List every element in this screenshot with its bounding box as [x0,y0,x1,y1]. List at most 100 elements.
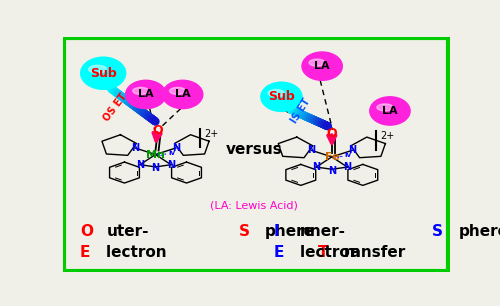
Ellipse shape [268,89,284,97]
Text: 2+: 2+ [380,131,394,141]
Ellipse shape [373,99,406,122]
Ellipse shape [127,81,164,107]
Text: iv: iv [345,152,352,158]
Ellipse shape [167,84,196,104]
Ellipse shape [170,88,186,95]
Text: Sub: Sub [90,67,117,80]
Ellipse shape [261,82,302,111]
Text: N: N [152,163,160,174]
Ellipse shape [91,65,112,80]
Ellipse shape [374,100,404,121]
Ellipse shape [84,60,120,86]
Ellipse shape [129,83,162,105]
Text: phere: phere [265,224,315,239]
Ellipse shape [378,103,400,118]
Ellipse shape [165,82,200,106]
Ellipse shape [80,57,126,89]
Text: S: S [238,224,250,239]
Ellipse shape [306,54,338,77]
Text: E: E [80,245,90,260]
Ellipse shape [88,63,116,82]
Ellipse shape [164,81,201,107]
Ellipse shape [92,65,110,78]
Text: LA: LA [138,89,154,99]
Ellipse shape [268,87,292,105]
Ellipse shape [173,88,189,99]
Ellipse shape [309,59,325,66]
Ellipse shape [306,55,336,76]
Ellipse shape [86,61,119,84]
Text: (LA: Lewis Acid): (LA: Lewis Acid) [210,200,298,210]
Ellipse shape [132,84,158,103]
Text: S: S [432,224,444,239]
Ellipse shape [370,97,410,125]
Text: nner-: nner- [300,224,346,239]
Text: Mn: Mn [146,150,165,159]
Text: N: N [328,166,336,176]
Text: OS ET: OS ET [101,91,128,123]
Text: versus: versus [226,142,282,157]
Ellipse shape [380,104,396,115]
Ellipse shape [172,87,190,100]
Text: N: N [312,162,320,172]
Text: T: T [318,245,328,260]
Ellipse shape [126,80,166,109]
Ellipse shape [371,98,408,124]
Text: uter-: uter- [106,224,149,239]
Ellipse shape [304,54,339,78]
Text: O: O [80,224,93,239]
Text: LA: LA [382,106,398,116]
Text: LA: LA [175,89,190,99]
Ellipse shape [90,64,114,81]
Text: N: N [167,160,175,170]
Ellipse shape [262,83,300,110]
Text: N: N [131,143,139,153]
Ellipse shape [264,85,298,108]
Text: N: N [172,143,180,153]
Text: lectron: lectron [106,245,172,260]
Text: Sub: Sub [268,90,295,103]
Ellipse shape [170,86,192,101]
Ellipse shape [130,84,160,104]
Ellipse shape [135,87,154,100]
Ellipse shape [308,56,334,75]
Ellipse shape [82,58,124,88]
Ellipse shape [266,85,296,107]
Text: ransfer: ransfer [344,245,406,260]
Ellipse shape [303,53,341,79]
Text: phere: phere [458,224,500,239]
Ellipse shape [269,88,291,103]
Ellipse shape [126,80,166,109]
Ellipse shape [136,88,152,99]
Text: N: N [344,162,351,172]
Ellipse shape [311,58,330,72]
Ellipse shape [166,83,198,105]
Ellipse shape [379,103,398,116]
Text: 2+: 2+ [204,129,218,139]
Ellipse shape [261,82,302,111]
Ellipse shape [270,89,289,103]
Ellipse shape [87,62,117,83]
Ellipse shape [302,52,343,80]
Ellipse shape [80,57,126,89]
Text: N: N [308,145,316,155]
Text: I: I [274,224,280,239]
Ellipse shape [266,86,294,106]
Ellipse shape [132,85,156,102]
Ellipse shape [272,90,288,101]
Ellipse shape [168,84,195,103]
Text: LA: LA [314,61,330,71]
Ellipse shape [132,88,149,95]
Ellipse shape [370,97,410,125]
Text: O: O [326,127,337,140]
Ellipse shape [88,65,106,73]
Ellipse shape [302,52,343,80]
Ellipse shape [376,101,402,120]
Text: O: O [152,125,163,137]
Text: N: N [136,160,144,170]
Text: lectron: lectron [300,245,366,260]
Ellipse shape [376,102,401,118]
Ellipse shape [309,57,333,74]
Ellipse shape [312,59,328,71]
Ellipse shape [162,80,203,109]
